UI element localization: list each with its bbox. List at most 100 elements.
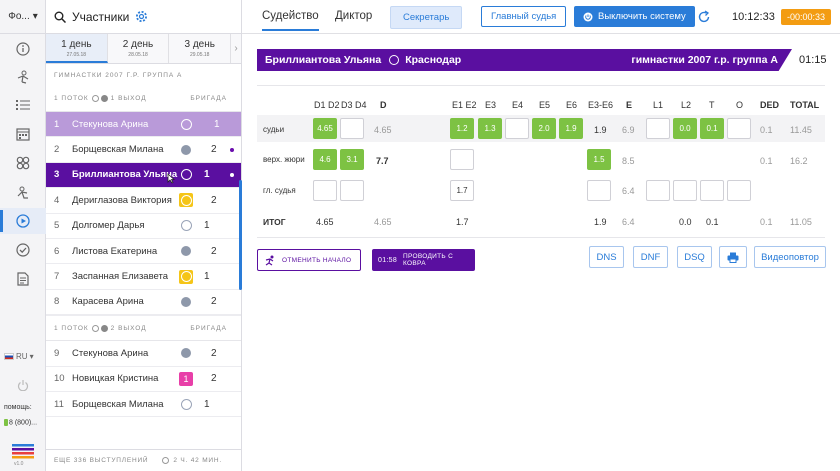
col-e6: E6: [566, 100, 578, 110]
score-cell[interactable]: 1.3: [478, 118, 502, 139]
score-cell[interactable]: [727, 180, 751, 201]
list-item-selected[interactable]: 3 Бриллиантова Ульяна 1: [46, 162, 241, 189]
score-value: 6.4: [622, 217, 635, 227]
list-item[interactable]: 10 Новицкая Кристина 1 2: [46, 367, 241, 392]
remaining-count: ЕЩЕ 336 ВЫСТУПЛЕНИЙ: [54, 457, 149, 464]
col-d1d2: D1 D2: [314, 100, 340, 110]
score-cell[interactable]: 0.0: [673, 118, 697, 139]
score-cell[interactable]: [340, 180, 364, 201]
power-icon[interactable]: [0, 372, 46, 398]
list-item[interactable]: 9 Стекунова Арина 2: [46, 341, 241, 367]
score-cell[interactable]: [340, 118, 364, 139]
top-bar: Судейство Диктор Секретарь Главный судья…: [242, 0, 840, 34]
brigade-header: БРИГАДА: [190, 95, 227, 102]
score-cell[interactable]: 2.0: [532, 118, 556, 139]
refresh-icon[interactable]: [697, 10, 711, 24]
list-item[interactable]: 1 Стекунова Арина 1: [46, 112, 241, 138]
score-cell[interactable]: [313, 180, 337, 201]
score-cell[interactable]: [700, 180, 724, 201]
list-item[interactable]: 5 Долгомер Дарья 1: [46, 214, 241, 239]
score-cell[interactable]: 3.1: [340, 149, 364, 170]
col-o: O: [736, 100, 744, 110]
item-brigade: 2: [211, 296, 217, 308]
phone-link[interactable]: 8 (800)...: [4, 419, 37, 426]
cancel-start-button[interactable]: ОТМЕНИТЬ НАЧАЛО: [257, 249, 361, 271]
score-cell[interactable]: [587, 180, 611, 201]
gear-icon[interactable]: [135, 10, 148, 23]
document-icon[interactable]: [0, 266, 46, 292]
score-cell[interactable]: 1.5: [587, 149, 611, 170]
score-value: 11.45: [790, 125, 812, 135]
list-item[interactable]: 2 Борщевская Милана 2: [46, 137, 241, 163]
col-t: T: [709, 100, 715, 110]
tab-secretary[interactable]: Секретарь: [390, 6, 463, 29]
item-name: Новицкая Кристина: [72, 373, 159, 385]
tab-day-2[interactable]: 2 день 28.05.18: [108, 34, 170, 63]
item-number: 7: [54, 271, 60, 283]
score-cell[interactable]: 4.65: [313, 118, 337, 139]
col-e4: E4: [512, 100, 524, 110]
score-value: 0.1: [760, 156, 773, 166]
score-cell[interactable]: [727, 118, 751, 139]
list-icon[interactable]: [0, 92, 46, 118]
list-item[interactable]: 8 Карасева Арина 2: [46, 290, 241, 316]
print-button[interactable]: [719, 246, 747, 268]
list-item[interactable]: 6 Листова Екатерина 2: [46, 239, 241, 265]
dns-button[interactable]: DNS: [589, 246, 624, 268]
score-cell[interactable]: 4.6: [313, 149, 337, 170]
video-replay-button[interactable]: Видеоповтор: [754, 246, 826, 268]
list-item[interactable]: 4 Дериглазова Виктория 2: [46, 188, 241, 214]
apps-icon[interactable]: [0, 150, 46, 176]
search-icon[interactable]: [54, 11, 66, 23]
score-cell[interactable]: 0.1: [700, 118, 724, 139]
score-value: 1.9: [594, 217, 607, 227]
tab-day-3[interactable]: 3 день 29.05.18: [169, 34, 232, 63]
list-item[interactable]: 7 Заспанная Елизавета 1: [46, 264, 241, 290]
gymnast-alt-icon[interactable]: [0, 180, 46, 206]
shutdown-button[interactable]: Выключить систему: [574, 6, 695, 27]
item-brigade: 2: [211, 194, 217, 206]
score-cell[interactable]: 1.7: [450, 180, 474, 201]
app-menu[interactable]: Фо... ▾: [0, 0, 46, 34]
score-cell[interactable]: [450, 149, 474, 170]
language-selector[interactable]: RU ▾: [4, 352, 34, 361]
scrollbar[interactable]: [239, 180, 242, 290]
info-icon[interactable]: [0, 36, 46, 62]
status-yellow-icon: [179, 269, 193, 284]
gymnast-icon[interactable]: [0, 64, 46, 90]
day-label: 2 день: [122, 39, 154, 50]
score-cell[interactable]: [673, 180, 697, 201]
item-name: Бриллиантова Ульяна: [72, 169, 178, 181]
score-cell[interactable]: 1.9: [559, 118, 583, 139]
item-brigade: 1: [204, 220, 210, 232]
dnf-button[interactable]: DNF: [633, 246, 668, 268]
item-number: 8: [54, 296, 60, 308]
tab-announcer[interactable]: Диктор: [335, 10, 373, 22]
check-circle-icon[interactable]: [0, 237, 46, 263]
row-bg: [257, 204, 825, 231]
status-ring-icon: [179, 168, 193, 182]
item-name: Заспанная Елизавета: [72, 271, 169, 283]
chief-judge-button[interactable]: Главный судья: [481, 6, 567, 27]
remaining-time: 2 Ч. 42 МИН.: [173, 457, 222, 464]
score-cell[interactable]: 1.2: [450, 118, 474, 139]
col-d3d4: D3 D4: [341, 100, 367, 110]
lead-off-button[interactable]: 01:58 ПРОВОДИТЬ С КОВРА: [372, 249, 475, 271]
list-item[interactable]: 11 Борщевская Милана 1: [46, 392, 241, 418]
item-brigade: 1: [204, 398, 210, 410]
clock: 10:12:33: [732, 11, 775, 23]
timer-badge: -00:00:33: [781, 9, 832, 25]
play-icon[interactable]: [0, 208, 46, 234]
score-cell[interactable]: [505, 118, 529, 139]
score-value: 4.65: [374, 217, 392, 227]
tab-judging[interactable]: Судейство: [262, 10, 319, 31]
dsq-button[interactable]: DSQ: [677, 246, 712, 268]
app-title: Фо...: [8, 11, 30, 22]
score-cell[interactable]: [646, 118, 670, 139]
chevron-right-icon[interactable]: ›: [234, 43, 238, 54]
lang-label: RU: [16, 352, 28, 361]
score-cell[interactable]: [646, 180, 670, 201]
tab-day-1[interactable]: 1 день 27.05.18: [46, 34, 108, 63]
calendar-icon[interactable]: [0, 121, 46, 147]
athlete-group: гимнастки 2007 г.р. группа А: [631, 54, 778, 66]
